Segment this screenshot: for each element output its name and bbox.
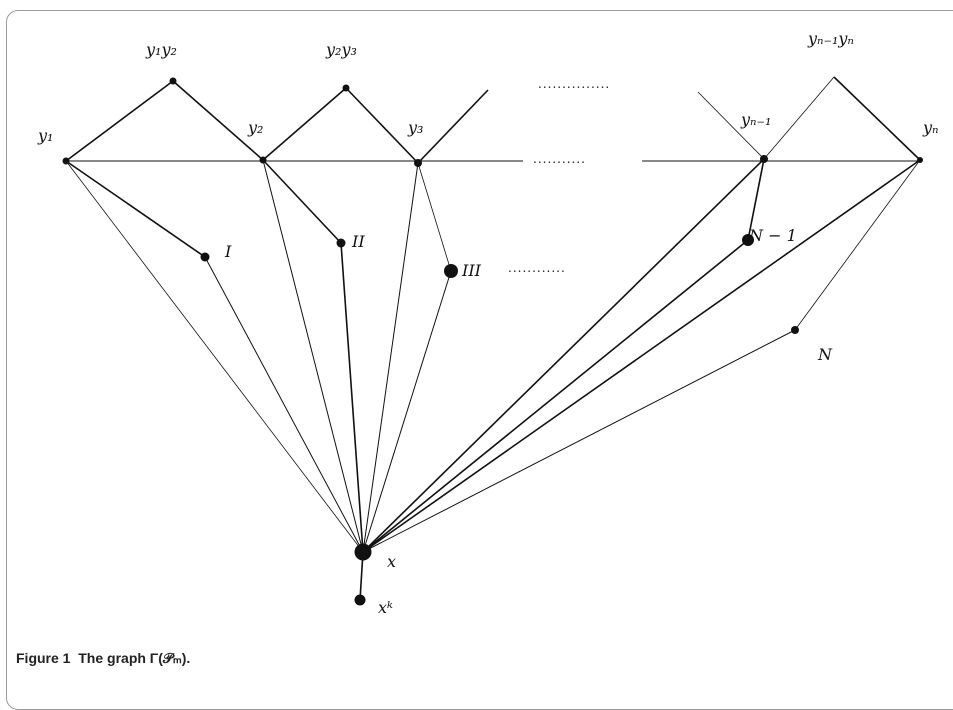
node-xk — [354, 594, 366, 606]
node-yn1 — [760, 155, 768, 163]
label-I: I — [224, 242, 232, 261]
label-y1: y₁ — [37, 126, 53, 145]
node-N — [791, 326, 799, 334]
edge-open-yn1 — [697, 91, 765, 160]
edge-N-x — [362, 329, 796, 553]
ellipsis-top: ............... — [538, 77, 610, 91]
edge-yn-x — [362, 159, 921, 553]
label-y2y3: y₂y₃ — [325, 40, 357, 59]
label-III: III — [461, 261, 482, 280]
label-x: x — [387, 552, 396, 571]
node-y1y2 — [169, 77, 177, 85]
figure-caption-text: The graph Γ(𝒫ₘ). — [78, 650, 191, 666]
ellipsis-mid: ........... — [533, 152, 586, 166]
node-II — [336, 238, 346, 248]
edge-y1-I — [65, 160, 206, 258]
node-y3 — [414, 159, 422, 167]
node-y1 — [62, 157, 70, 165]
label-II: II — [351, 232, 365, 251]
node-x — [354, 543, 372, 561]
label-y1y2: y₁y₂ — [145, 40, 177, 59]
edge-yn1-N1 — [747, 158, 765, 241]
edge-y1-x — [65, 160, 364, 553]
figure-caption: Figure 1 The graph Γ(𝒫ₘ). — [16, 650, 190, 667]
edge-I-x — [204, 256, 364, 553]
edge-y2-x — [262, 159, 364, 553]
label-xk: xᵏ — [378, 598, 393, 617]
edge-y2-II — [262, 159, 342, 244]
label-yn1yn: yₙ₋₁yₙ — [807, 29, 854, 48]
edge-N1-x — [362, 239, 749, 553]
label-N: N — [817, 345, 833, 364]
edge-yn1-x — [362, 158, 765, 553]
node-N1 — [742, 234, 754, 246]
ellipsis-row: ............ — [508, 261, 566, 275]
edge-y3-III — [417, 162, 452, 272]
node-I — [200, 252, 210, 262]
edge-yn1-yn1yn — [763, 76, 835, 160]
node-y2 — [259, 156, 267, 164]
node-yn — [917, 157, 923, 163]
edge-II-x — [340, 242, 364, 553]
label-y3: y₃ — [407, 118, 423, 137]
edge-y2-y2y3 — [262, 87, 347, 161]
edge-yn-N — [794, 159, 921, 331]
label-y2: y₂ — [247, 118, 263, 137]
edge-yn1yn-yn — [833, 76, 921, 161]
label-yn: yₙ — [922, 118, 939, 137]
edge-y3-open — [417, 89, 489, 164]
node-y2y3 — [342, 84, 350, 92]
edge-y1-y1y2 — [65, 80, 174, 162]
edge-y2y3-y3 — [345, 87, 419, 164]
edge-y3-x — [362, 162, 419, 553]
graph-diagram: y₁y₂ y₂y₃ yₙ₋₁yₙ y₁ y₂ y₃ yₙ₋₁ yₙ I II I… — [37, 29, 939, 617]
figure-label: Figure 1 — [16, 650, 71, 666]
edge-III-x — [362, 270, 452, 553]
edge-y1y2-y2 — [172, 80, 264, 161]
label-yn1: yₙ₋₁ — [740, 110, 771, 129]
node-III — [444, 264, 458, 278]
label-N1: N − 1 — [748, 226, 797, 245]
